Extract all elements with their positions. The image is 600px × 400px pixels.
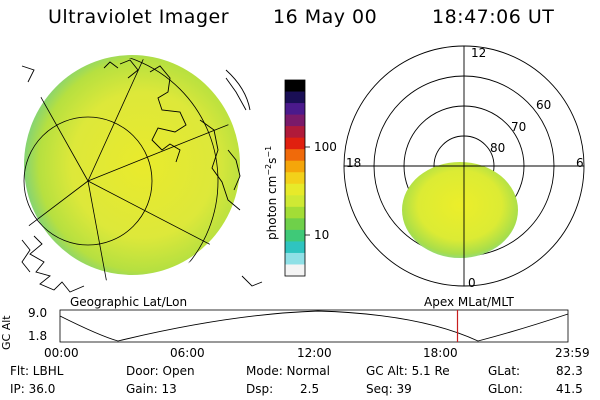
mlt-label-6: 6	[576, 156, 584, 170]
mlat-label-60: 60	[536, 98, 552, 112]
colorbar-swatch	[285, 114, 305, 127]
colorbar-swatch	[285, 160, 305, 173]
colorbar-swatch	[285, 137, 305, 150]
status-door: Door: Open	[126, 364, 195, 378]
colorbar-swatch	[285, 149, 305, 162]
mlt-label-12: 12	[471, 46, 487, 60]
coastlines	[21, 59, 263, 293]
status-seq: Seq: 39	[366, 382, 412, 396]
image-time: 18:47:06 UT	[432, 6, 555, 28]
altitude-ylabel: GC Alt	[0, 315, 13, 350]
colorbar	[284, 79, 310, 277]
status-mode: Mode: Normal	[246, 364, 330, 378]
altitude-xtick-1800: 18:00	[423, 346, 458, 360]
colorbar-unit-label: photon cm−2s−1	[264, 145, 279, 240]
colorbar-swatch	[285, 91, 305, 104]
mlt-label-0: 0	[468, 276, 476, 290]
altitude-xtick-1200: 12:00	[297, 346, 332, 360]
polar-panel	[343, 45, 585, 287]
image-date: 16 May 00	[273, 6, 378, 28]
altitude-ytick-low: 1.8	[28, 329, 48, 343]
colorbar-swatch	[285, 80, 305, 93]
altitude-xtick-0600: 06:00	[170, 346, 205, 360]
colorbar-tick-10: 10	[314, 228, 330, 242]
altitude-xtick-2359: 23:59	[555, 346, 590, 360]
status-filter: Flt: LBHL	[10, 364, 64, 378]
mlat-label-80: 80	[490, 141, 506, 155]
altitude-plot	[59, 309, 569, 343]
status-dsp-label: Dsp:	[246, 382, 274, 396]
status-glat-value: 82.3	[556, 364, 583, 378]
colorbar-swatch	[285, 264, 305, 277]
aurora-image	[24, 55, 240, 275]
colorbar-swatch	[285, 103, 305, 116]
map-edge-arc	[225, 69, 251, 111]
colorbar-swatch	[285, 195, 305, 208]
colorbar-swatch	[285, 126, 305, 139]
status-gain: Gain: 13	[126, 382, 177, 396]
auroral-oval	[402, 162, 518, 258]
status-dsp-value: 2.5	[300, 382, 320, 396]
colorbar-tick-100: 100	[314, 140, 337, 154]
mlat-label-70: 70	[511, 120, 527, 134]
colorbar-swatch	[285, 252, 305, 266]
geo-panel-caption: Geographic Lat/Lon	[70, 295, 188, 309]
colorbar-swatch	[285, 218, 305, 231]
colorbar-swatch	[285, 183, 305, 196]
altitude-curve	[59, 310, 569, 342]
instrument-title: Ultraviolet Imager	[48, 6, 230, 28]
colorbar-swatch	[285, 229, 305, 243]
altitude-xtick-0000: 00:00	[44, 346, 79, 360]
polar-panel-caption: Apex MLat/MLT	[424, 295, 514, 309]
colorbar-swatch	[285, 206, 305, 219]
status-glon-label: GLon:	[488, 382, 523, 396]
status-glat-label: GLat:	[488, 364, 521, 378]
mlt-label-18: 18	[346, 156, 362, 170]
status-gc-alt: GC Alt: 5.1 Re	[366, 364, 450, 378]
altitude-ytick-high: 9.0	[28, 306, 48, 320]
colorbar-swatch	[285, 241, 305, 254]
status-ip: IP: 36.0	[10, 382, 56, 396]
geographic-panel	[14, 55, 263, 293]
colorbar-swatch	[285, 172, 305, 185]
status-glon-value: 41.5	[556, 382, 583, 396]
